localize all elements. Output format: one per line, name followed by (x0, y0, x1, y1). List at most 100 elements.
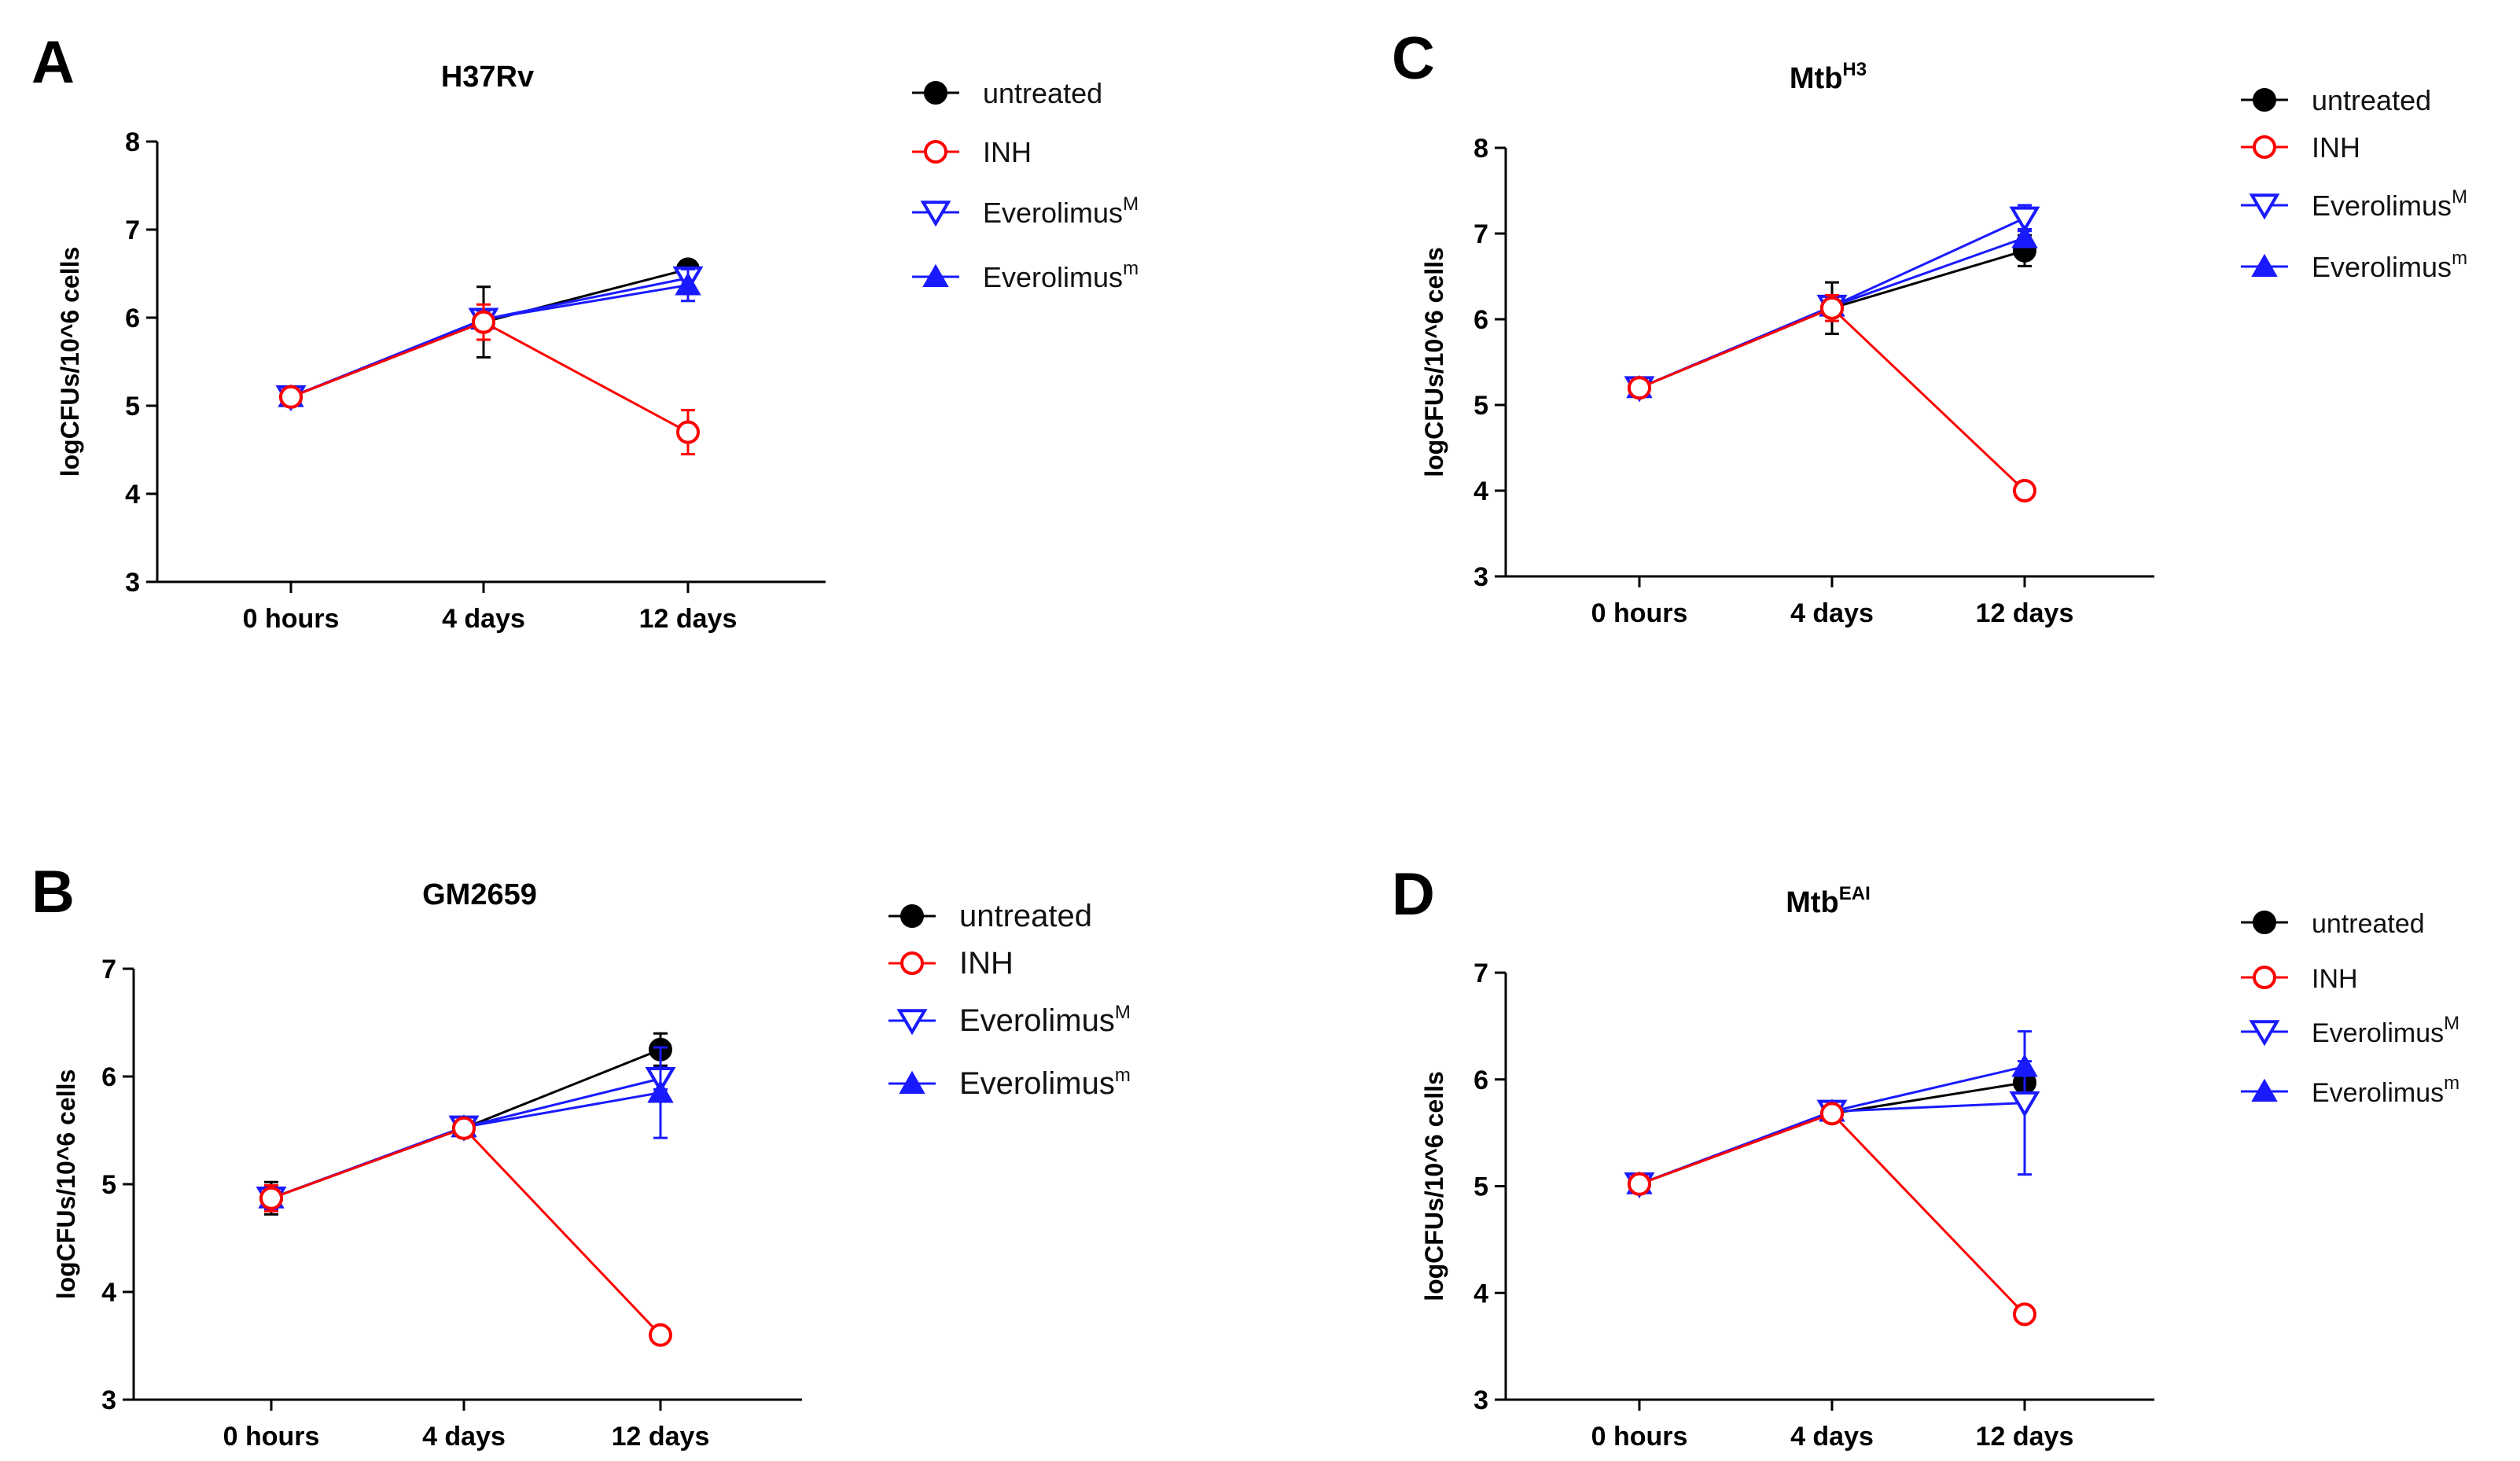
data-point (452, 1116, 476, 1140)
data-point (2009, 206, 2040, 233)
series-line (290, 267, 689, 399)
legend-label: INH (983, 136, 1032, 168)
y-tick-label: 6 (1473, 1065, 1488, 1095)
panel-letter: B (31, 859, 75, 926)
open-circle-icon (2253, 135, 2276, 159)
open-down-triangle-icon (920, 201, 951, 227)
panel-a: A H37Rv 3 4 5 6 7 8 0 hours 4 days 12 days logCFUs/… (31, 29, 1139, 634)
series-inh (1628, 293, 2036, 502)
legend-item-untreated: untreated (2241, 909, 2425, 939)
legend-label: EverolimusM (959, 1002, 1131, 1038)
filled-circle-icon (2253, 88, 2276, 112)
legend-label: Everolimusm (959, 1065, 1131, 1101)
y-tick-label: 5 (1473, 1172, 1488, 1202)
x-tick-label: 4 days (1790, 598, 1874, 628)
x-tick-label: 12 days (1976, 1422, 2074, 1452)
y-tick-label: 7 (1473, 219, 1488, 249)
legend-label-superscript: M (1115, 1002, 1131, 1023)
y-tick-label: 7 (125, 215, 140, 245)
data-point (1820, 1102, 1844, 1126)
legend: untreated INH EverolimusM Everolimusm (888, 899, 1131, 1101)
x-tick-label: 12 days (1976, 598, 2074, 628)
legend-item-everolimusm: Everolimusm (888, 1065, 1131, 1101)
data-point (647, 1080, 674, 1103)
legend-label: EverolimusM (983, 193, 1139, 229)
legend-label-superscript: m (2452, 248, 2467, 269)
y-tick-label: 3 (125, 568, 140, 598)
data-point (2011, 225, 2038, 248)
y-tick-label: 7 (1473, 959, 1488, 988)
y-axis-label: logCFUs/10^6 cells (52, 1069, 80, 1300)
legend-label-superscript: M (2452, 186, 2467, 208)
filled-up-triangle-icon (922, 263, 949, 287)
series-line (290, 284, 689, 399)
data-point (676, 420, 700, 444)
legend-label: untreated (959, 899, 1092, 933)
y-tick-label: 4 (1473, 477, 1488, 506)
open-down-triangle-icon (2249, 193, 2280, 220)
y-tick-label: 5 (1473, 391, 1488, 421)
legend-label-superscript: M (1123, 193, 1139, 215)
open-circle-icon (924, 140, 947, 164)
legend-item-everolimusm: Everolimusm (2241, 248, 2467, 283)
chart-title: MtbH3 (1790, 59, 1867, 95)
y-tick-label: 6 (101, 1062, 116, 1092)
data-point (2009, 1091, 2040, 1117)
open-circle-icon (900, 951, 924, 975)
legend-item-everolimusm: EverolimusM (912, 193, 1139, 229)
legend: untreated INH EverolimusM Everolimusm (912, 77, 1139, 293)
legend-item-everolimusm: EverolimusM (2241, 186, 2467, 222)
legend-item-everolimusm: EverolimusM (888, 1002, 1131, 1038)
y-axis-label: logCFUs/10^6 cells (1420, 1071, 1448, 1301)
chart-title: GM2659 (422, 878, 537, 911)
panel-letter: D (1392, 861, 1435, 928)
filled-up-triangle-icon (899, 1070, 925, 1094)
legend-label: INH (959, 946, 1014, 981)
data-point (2013, 1302, 2036, 1327)
legend-item-everolimusm: Everolimusm (912, 258, 1139, 293)
x-tick-label: 0 hours (243, 604, 340, 634)
series-everolimusm (278, 267, 701, 407)
legend-item-everolimusm: Everolimusm (2241, 1073, 2459, 1108)
y-tick-label: 4 (125, 480, 140, 510)
legend-item-inh: INH (912, 136, 1032, 168)
y-axis-label: logCFUs/10^6 cells (56, 247, 84, 477)
legend-item-inh: INH (888, 946, 1014, 981)
y-tick-label: 4 (1473, 1279, 1488, 1308)
y-tick-label: 4 (101, 1278, 116, 1308)
y-tick-label: 6 (1473, 305, 1488, 335)
data-point (2013, 479, 2036, 502)
series-line (1639, 1112, 2026, 1316)
x-tick-label: 0 hours (1591, 598, 1688, 628)
data-point (649, 1323, 672, 1347)
legend-item-untreated: untreated (912, 77, 1102, 109)
y-tick-label: 7 (101, 955, 116, 984)
legend-label: Everolimusm (2312, 248, 2467, 283)
data-point (1628, 1172, 1651, 1196)
filled-up-triangle-icon (2251, 253, 2278, 277)
filled-up-triangle-icon (2251, 1078, 2278, 1102)
series-line (1639, 1081, 2025, 1186)
open-down-triangle-icon (2249, 1020, 2280, 1047)
legend-item-inh: INH (2241, 131, 2360, 164)
panel-c: C MtbH3 3 4 5 6 7 8 0 hours 4 days 12 days logCFUs/… (1392, 25, 2467, 628)
data-point (2011, 1054, 2038, 1077)
x-tick-label: 4 days (1790, 1422, 1874, 1452)
panel-letter: C (1392, 25, 1435, 92)
legend-item-everolimusm: EverolimusM (2241, 1013, 2459, 1048)
y-axis-label: logCFUs/10^6 cells (1420, 247, 1448, 477)
x-tick-label: 0 hours (223, 1422, 320, 1452)
series-line (1639, 307, 2026, 492)
series-untreated (1628, 1070, 2036, 1196)
legend-label-superscript: m (1115, 1065, 1131, 1086)
legend-label-superscript: m (2444, 1073, 2459, 1094)
series-line (270, 1127, 662, 1336)
filled-circle-icon (924, 81, 947, 105)
chart-title-superscript: EAI (1839, 883, 1871, 904)
legend-label: untreated (983, 77, 1102, 109)
legend-label: INH (2312, 964, 2358, 994)
legend-label-superscript: M (2444, 1013, 2459, 1034)
y-tick-label: 5 (125, 392, 140, 421)
series-inh (279, 303, 700, 456)
data-point (279, 385, 303, 409)
